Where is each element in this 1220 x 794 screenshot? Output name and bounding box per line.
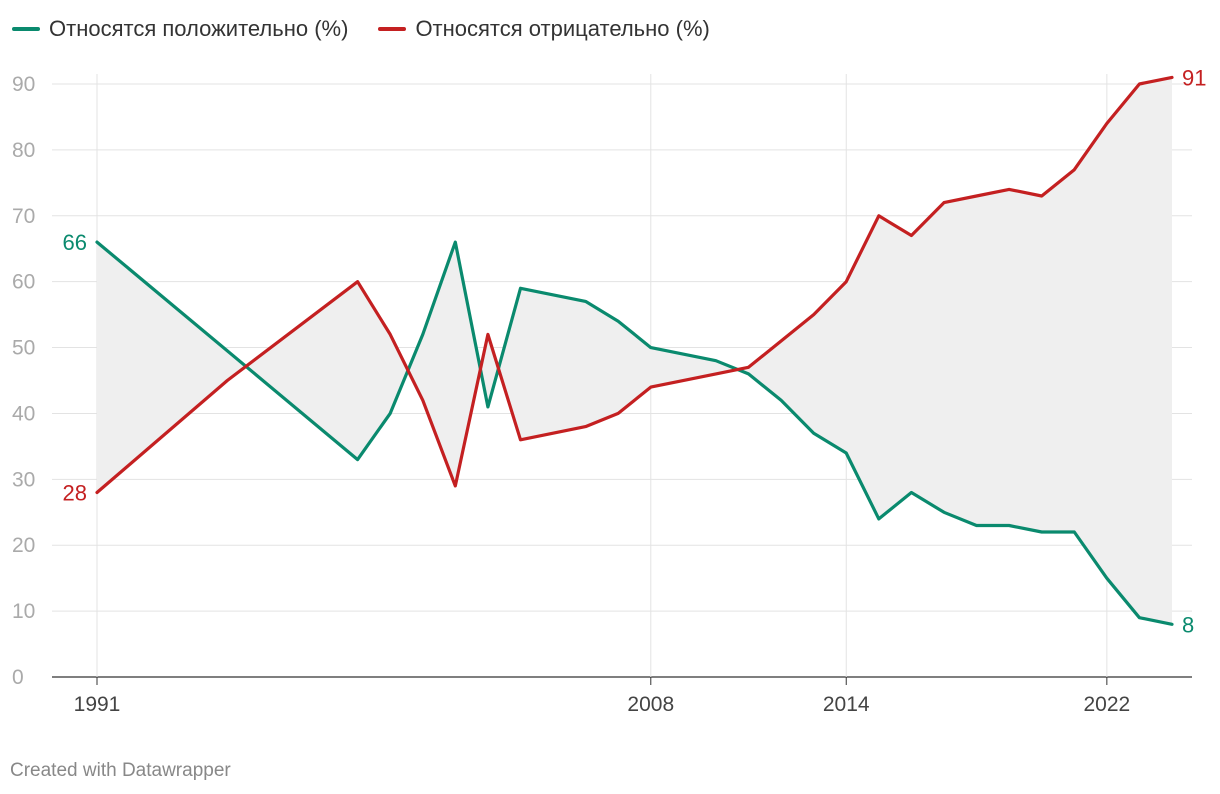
y-tick-label: 80 bbox=[12, 139, 35, 162]
legend-item-negative: Относятся отрицательно (%) bbox=[378, 16, 710, 42]
area-layer bbox=[97, 77, 1172, 625]
legend-swatch-negative bbox=[378, 27, 407, 31]
y-tick-label: 10 bbox=[12, 600, 35, 623]
y-tick-label: 90 bbox=[12, 73, 35, 96]
series-first-label: 28 bbox=[63, 481, 87, 506]
legend: Относятся положительно (%) Относятся отр… bbox=[12, 16, 710, 42]
series-last-label: 8 bbox=[1182, 612, 1194, 637]
y-tick-label: 60 bbox=[12, 271, 35, 294]
legend-label-negative: Относятся отрицательно (%) bbox=[415, 16, 710, 41]
legend-item-positive: Относятся положительно (%) bbox=[12, 16, 348, 42]
series-first-label: 66 bbox=[63, 230, 87, 255]
series-line-positive bbox=[95, 240, 1174, 626]
y-tick-label: 30 bbox=[12, 468, 35, 491]
legend-label-positive: Относятся положительно (%) bbox=[49, 16, 349, 41]
series-last-label: 91 bbox=[1182, 65, 1206, 90]
x-tick-label: 2022 bbox=[1083, 693, 1130, 716]
series-line-negative bbox=[95, 75, 1174, 495]
y-tick-label: 40 bbox=[12, 402, 35, 425]
x-tick-label: 2008 bbox=[627, 693, 674, 716]
y-tick-label: 0 bbox=[12, 666, 24, 689]
x-tick-label: 1991 bbox=[74, 693, 121, 716]
line-chart: 0 10 20 30 40 50 60 70 80 90 1991 2008 2014 2022 66 8 28… bbox=[12, 65, 1206, 716]
x-tick-label: 2014 bbox=[823, 693, 870, 716]
lines-layer bbox=[95, 75, 1174, 626]
legend-swatch-positive bbox=[12, 27, 40, 31]
footer-credit: Created with Datawrapper bbox=[10, 760, 231, 781]
y-tick-label: 50 bbox=[12, 337, 35, 360]
y-tick-label: 70 bbox=[12, 205, 35, 228]
labels-layer: 0 10 20 30 40 50 60 70 80 90 1991 2008 2014 2022 66 8 28… bbox=[12, 65, 1206, 716]
shaded-gap-area bbox=[97, 77, 1172, 625]
y-tick-label: 20 bbox=[12, 534, 35, 557]
